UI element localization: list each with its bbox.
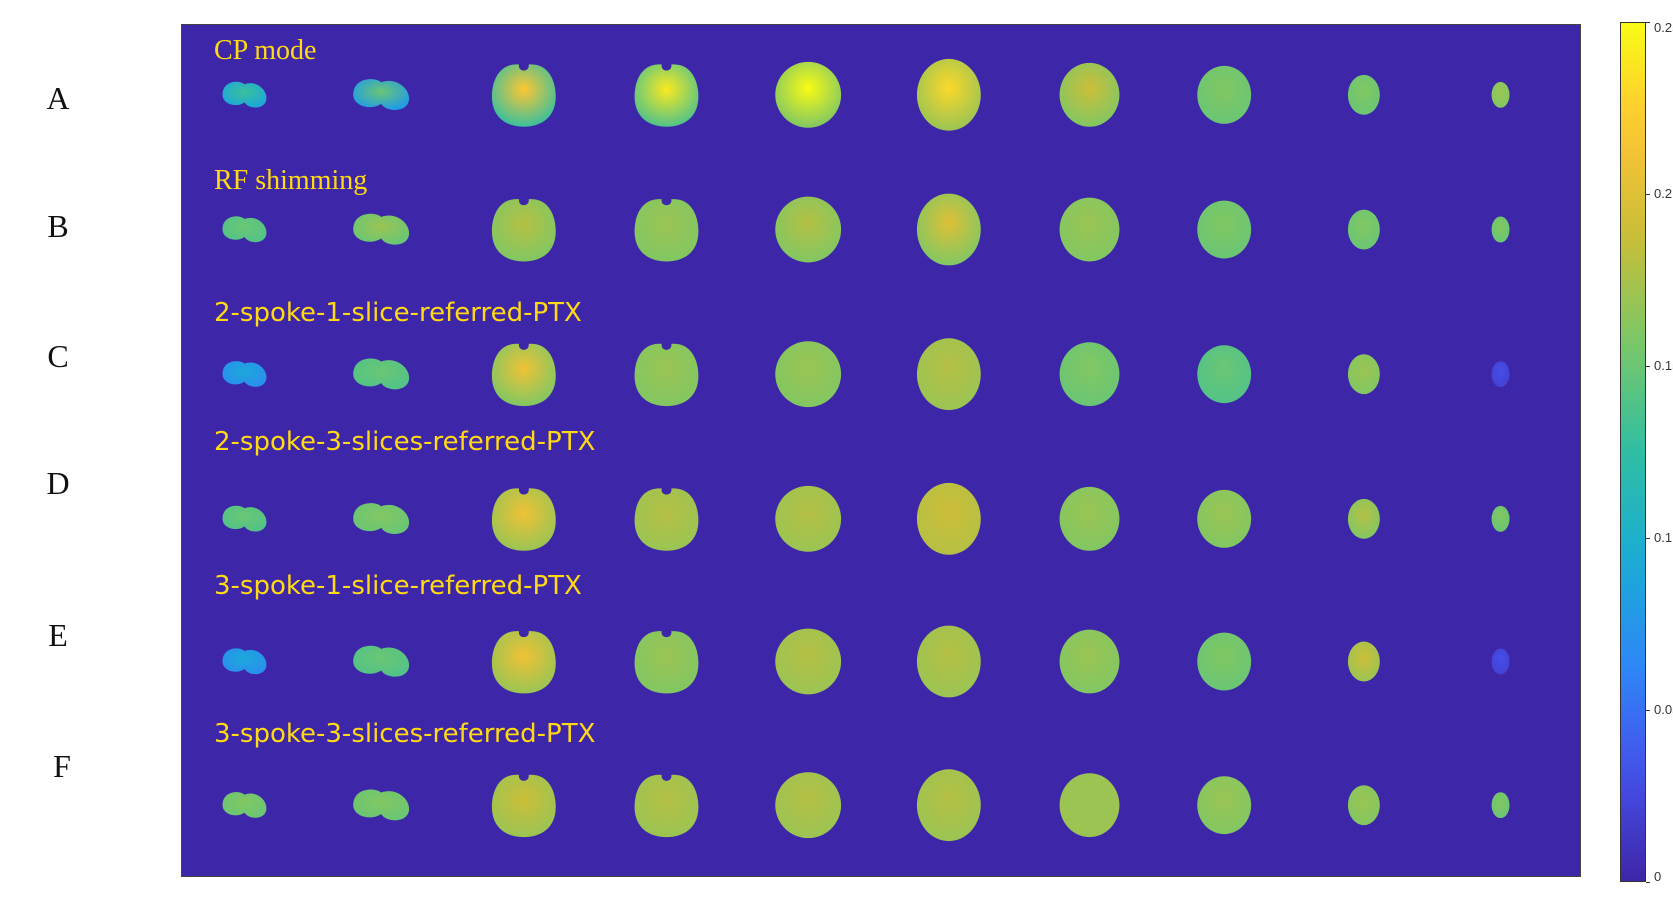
slice-map-r2-c9 (1347, 209, 1380, 250)
slice-map-r4-c9 (1347, 498, 1380, 539)
slice-map-r2-c8 (1197, 200, 1252, 259)
slice-map-r3-c7 (1059, 342, 1120, 407)
colorbar-tick-mark (1646, 882, 1650, 883)
slice-map-r5-c6 (916, 625, 981, 698)
row-title-rf-shimming: RF shimming (214, 165, 368, 196)
slice-map-r1-c9 (1347, 74, 1380, 115)
row-title-3spoke-1slice: 3-spoke-1-slice-referred-PTX (214, 571, 582, 601)
slice-map-r2-c3 (491, 199, 556, 262)
colorbar (1620, 22, 1646, 882)
row-title-3spoke-3slices: 3-spoke-3-slices-referred-PTX (214, 719, 596, 749)
colorbar-tick-mark (1646, 366, 1650, 367)
slice-map-r6-c5 (775, 772, 842, 839)
colorbar-tick-mark (1646, 22, 1650, 23)
slice-map-r3-c8 (1197, 345, 1252, 404)
slice-map-r4-c5 (775, 485, 842, 552)
slice-map-r1-c10 (1491, 81, 1510, 108)
slice-map-r1-c8 (1197, 65, 1252, 124)
colorbar-tick-mark (1646, 538, 1650, 539)
slice-map-r6-c8 (1197, 776, 1252, 835)
slice-map-r4-c4 (634, 488, 699, 551)
slice-map-r6-c9 (1347, 785, 1380, 826)
colorbar-tick-label: 0.1 (1654, 530, 1673, 545)
slice-map-r5-c5 (775, 628, 842, 695)
slice-map-r3-c2 (353, 358, 410, 390)
slice-map-r6-c2 (353, 789, 410, 821)
colorbar-tick-label: 0.15 (1654, 358, 1673, 373)
slice-map-r2-c6 (916, 193, 981, 266)
slice-map-r5-c9 (1347, 641, 1380, 682)
row-letter-d: D (46, 465, 70, 501)
slice-map-r5-c10 (1491, 648, 1510, 675)
slice-map-r5-c4 (634, 631, 699, 694)
slice-map-r1-c5 (775, 61, 842, 128)
colorbar-tick-label: 0 (1654, 869, 1662, 884)
row-title-2spoke-3slices: 2-spoke-3-slices-referred-PTX (214, 427, 596, 457)
colorbar-tick-label: 0.25 (1654, 20, 1673, 35)
slice-map-r3-c1 (222, 361, 267, 387)
row-title-2spoke-1slice: 2-spoke-1-slice-referred-PTX (214, 298, 582, 328)
slice-map-r2-c7 (1059, 197, 1120, 262)
slice-map-r4-c1 (222, 505, 267, 532)
slice-map-r3-c3 (491, 343, 556, 407)
slice-map-grid (222, 58, 1510, 842)
slice-map-r3-c6 (916, 338, 981, 411)
colorbar-tick-mark (1646, 710, 1650, 711)
slice-map-r3-c9 (1347, 354, 1380, 395)
colorbar-tick-label: 0.2 (1654, 186, 1673, 201)
slice-map-r1-c4 (634, 64, 699, 127)
slice-map-r1-c3 (491, 64, 556, 127)
slice-map-r6-c6 (916, 769, 981, 842)
slice-map-r5-c7 (1059, 629, 1120, 694)
slice-map-r1-c1 (222, 81, 267, 108)
slice-map-r4-c7 (1059, 486, 1120, 551)
slice-map-r2-c2 (353, 213, 410, 245)
slice-map-r2-c4 (634, 199, 699, 262)
slice-map-r2-c10 (1491, 216, 1510, 243)
colorbar-tick-label: 0.05 (1654, 702, 1673, 717)
slice-map-r4-c2 (353, 503, 410, 534)
slice-map-r6-c7 (1059, 773, 1120, 838)
slice-map-r5-c2 (353, 645, 410, 677)
slice-map-r1-c2 (353, 79, 410, 110)
slice-map-r4-c8 (1197, 489, 1252, 548)
row-letter-b: B (47, 208, 69, 244)
slice-map-r4-c3 (491, 488, 556, 551)
slice-map-r5-c3 (491, 631, 556, 694)
slice-map-panel: CP mode RF shimming 2-spoke-1-slice-refe… (181, 24, 1581, 877)
slice-map-r3-c5 (775, 341, 842, 408)
row-title-cp-mode: CP mode (214, 35, 317, 66)
slice-map-r4-c10 (1491, 505, 1510, 532)
row-letter-a: A (46, 80, 70, 116)
slice-map-r2-c5 (775, 196, 842, 263)
row-letter-f: F (53, 748, 71, 784)
colorbar-tick-mark (1646, 194, 1650, 195)
slice-map-r3-c10 (1491, 361, 1510, 388)
slice-map-r1-c7 (1059, 62, 1120, 127)
slice-map-r6-c3 (491, 774, 556, 838)
row-letter-c: C (47, 338, 69, 374)
slice-map-r3-c4 (634, 343, 699, 407)
slice-map-r1-c6 (916, 58, 981, 131)
slice-map-r5-c8 (1197, 632, 1252, 691)
slice-map-r5-c1 (222, 648, 267, 675)
slice-map-r4-c6 (916, 482, 981, 555)
slice-map-r6-c4 (634, 774, 699, 838)
slice-map-r2-c1 (222, 216, 267, 243)
slice-map-r6-c1 (222, 792, 267, 818)
row-letter-e: E (48, 617, 68, 653)
slice-map-r6-c10 (1491, 792, 1510, 819)
